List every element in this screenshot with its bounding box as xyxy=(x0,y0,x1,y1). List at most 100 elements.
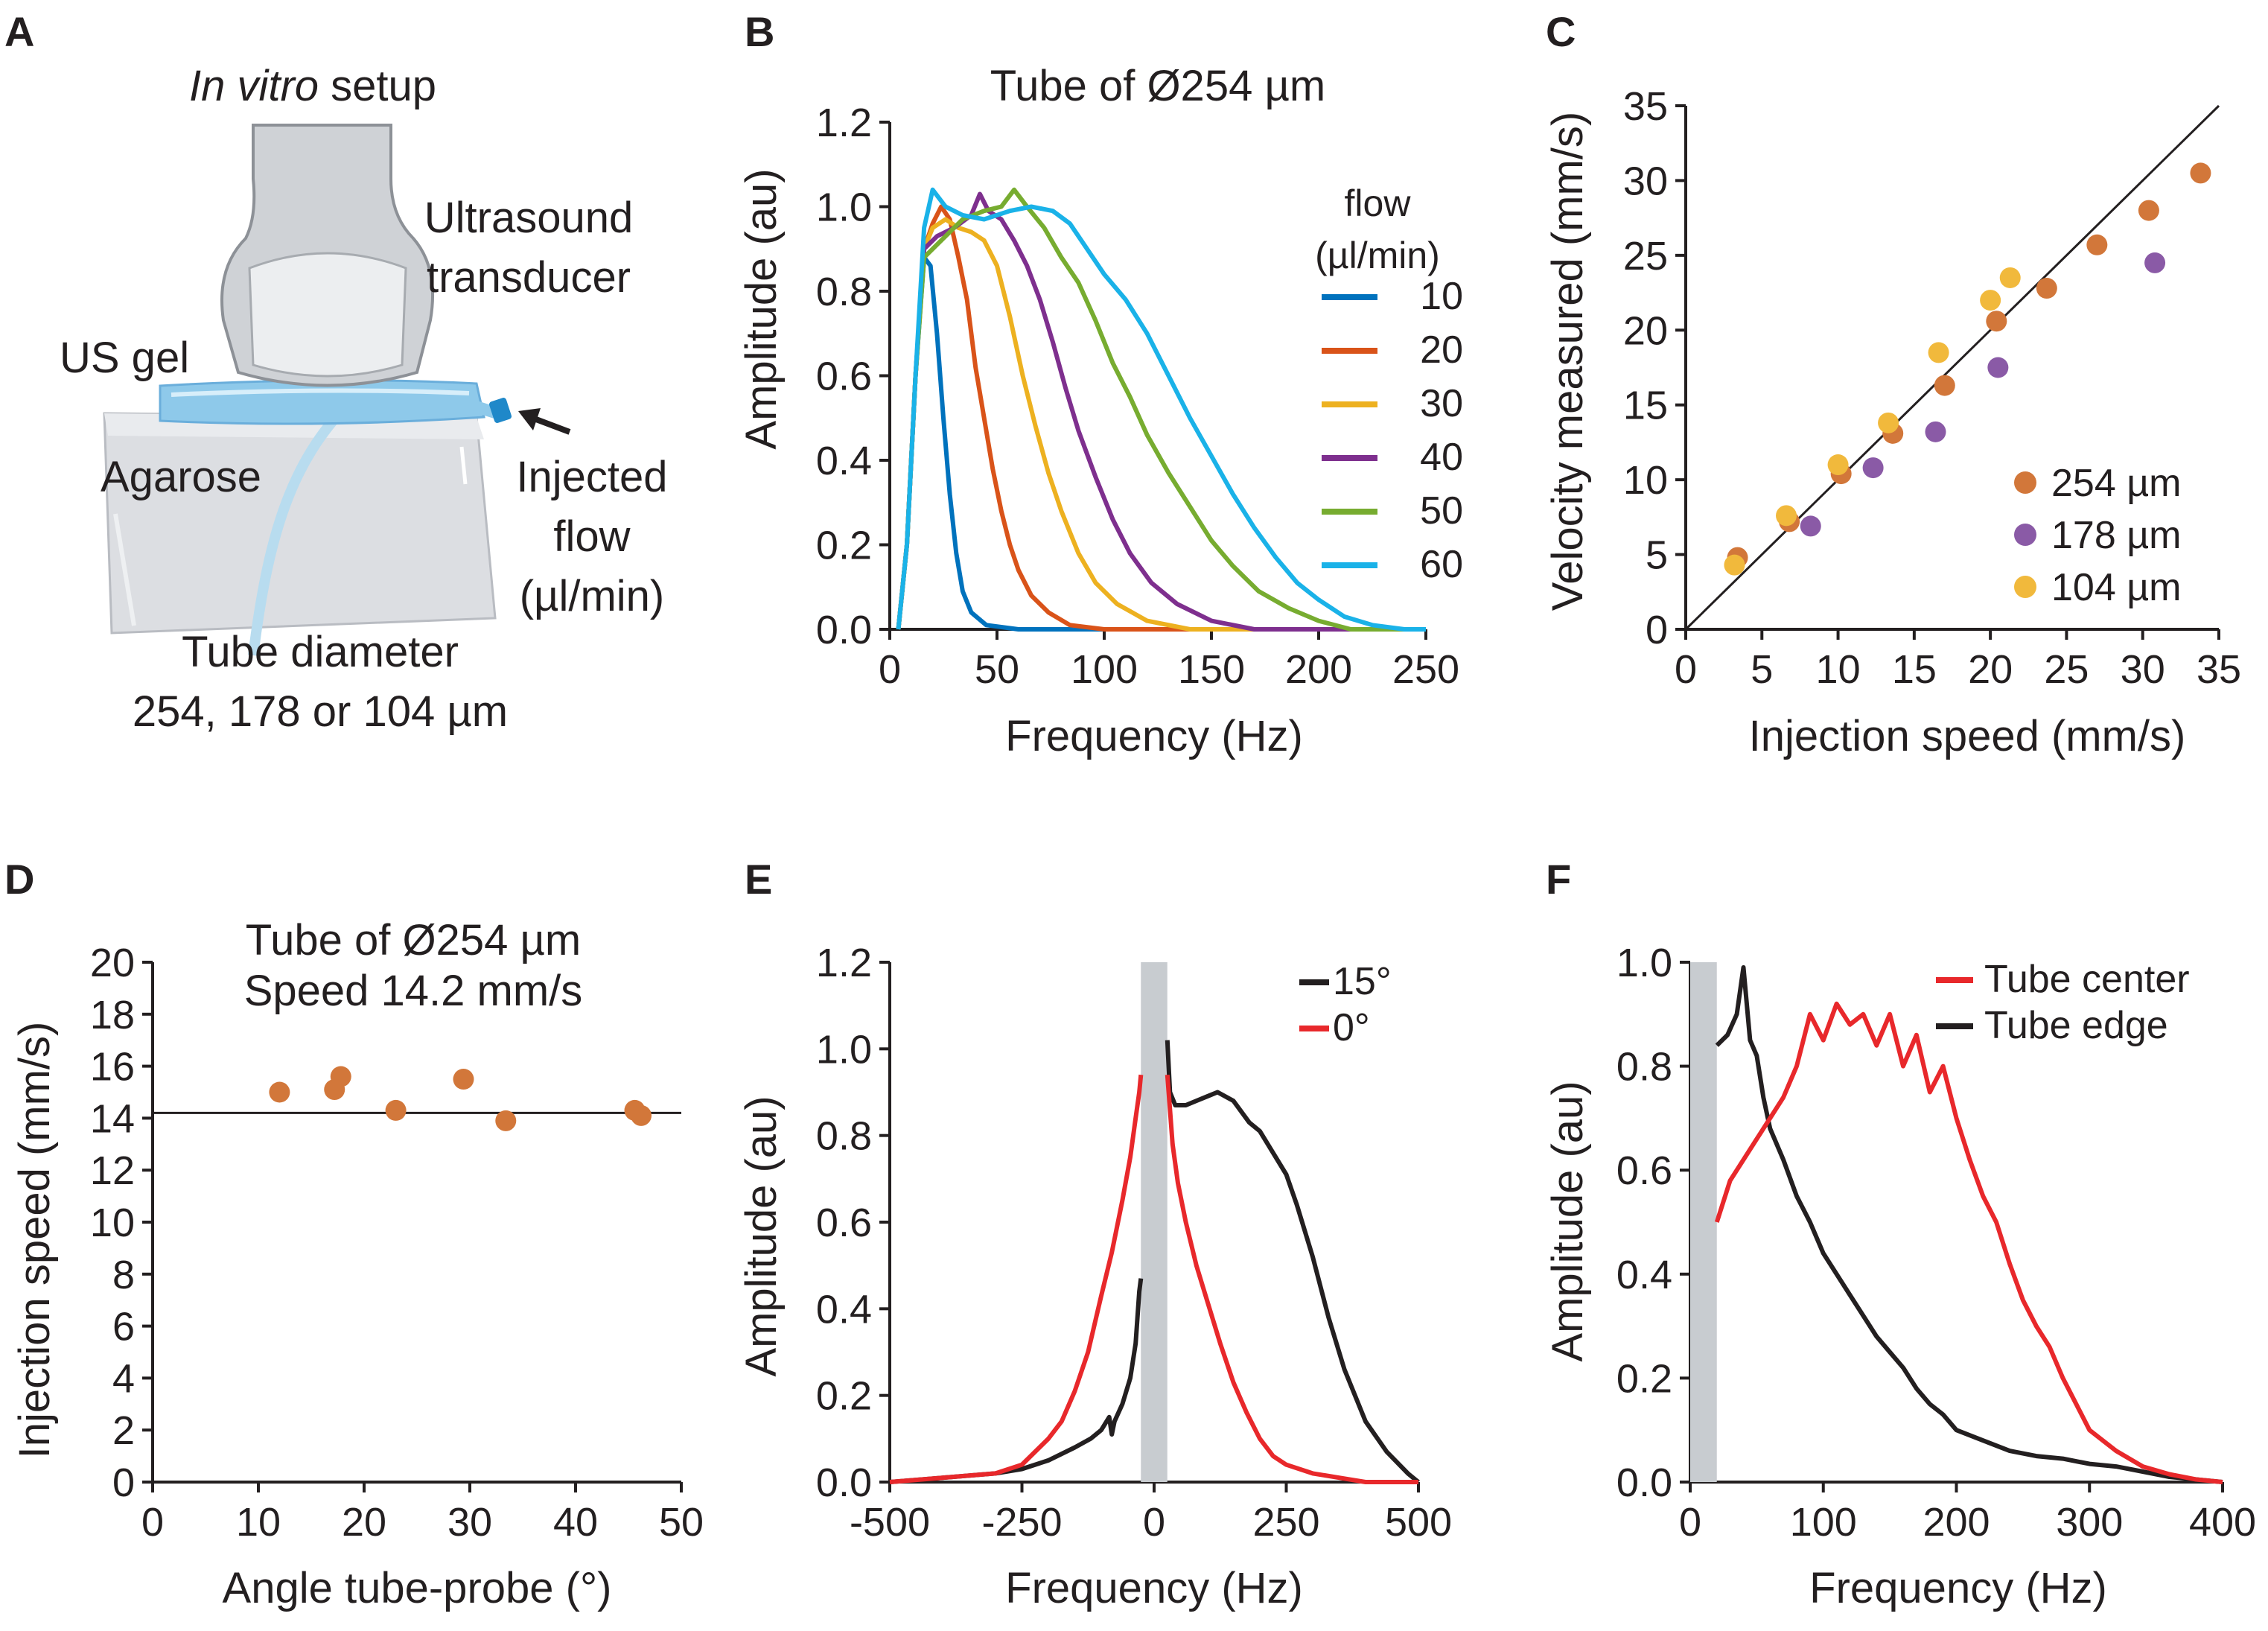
chart-b-x-tick-label: 200 xyxy=(1285,647,1352,692)
chart-f-y-axis-label: Amplitude (au) xyxy=(1544,1081,1592,1361)
chart-e-y-tick-label: 0.8 xyxy=(816,1114,872,1159)
chart-c-x-tick-label: 10 xyxy=(1816,647,1861,692)
chart-c-point xyxy=(1928,342,1949,363)
chart-b-plot-area: 0 50 100 150 200 250 0.0 0.2 0.4 0.6 0.8 1.0 1.2 10 20… xyxy=(816,101,1463,692)
chart-f-plot-area: 0 100 200 300 400 0.0 0.2 0.4 0.6 0.8 1.0 Tube cent… xyxy=(1616,941,2256,1545)
chart-d-x-tick-label: 40 xyxy=(553,1500,598,1545)
chart-c-point xyxy=(1980,290,2001,311)
chart-f: 0 100 200 300 400 0.0 0.2 0.4 0.6 0.8 1.0 Tube cent… xyxy=(1544,941,2256,1612)
chart-d-y-tick-label: 14 xyxy=(90,1096,135,1141)
chart-d-x-tick-label: 10 xyxy=(236,1500,281,1545)
flow-label-line2: flow xyxy=(553,512,631,561)
chart-b-title: Tube of Ø254 µm xyxy=(990,62,1325,110)
chart-c-legend-swatch xyxy=(2014,576,2036,598)
chart-c-y-tick-label: 30 xyxy=(1623,159,1668,203)
setup-title-italic: In vitro xyxy=(189,62,319,110)
chart-c-y-tick-label: 5 xyxy=(1646,533,1668,578)
chart-e-plot-area: -500 -250 0 250 500 0.0 0.2 0.4 0.6 0.8 1.0 1.2 15°0… xyxy=(816,941,1452,1545)
chart-b-legend-title-line1: flow xyxy=(1345,182,1412,224)
chart-d-x-tick-label: 0 xyxy=(141,1500,164,1545)
chart-c: 0 5 10 15 20 25 30 35 0 5 10 15 20 25 30 35 254 µm 178 µm… xyxy=(1544,84,2241,760)
chart-b-x-tick-label: 100 xyxy=(1071,647,1138,692)
chart-e-y-tick-label: 0.2 xyxy=(816,1374,872,1419)
chart-e-x-axis-label: Frequency (Hz) xyxy=(1005,1564,1303,1612)
chart-f-masked-band xyxy=(1690,962,1717,1482)
chart-f-y-tick-label: 0.0 xyxy=(1616,1460,1672,1505)
gel-label: US gel xyxy=(60,334,189,382)
chart-e: -500 -250 0 250 500 0.0 0.2 0.4 0.6 0.8 1.0 1.2 15°0… xyxy=(737,941,1452,1612)
chart-e-x-tick-label: 500 xyxy=(1385,1500,1452,1545)
chart-c-y-tick-label: 25 xyxy=(1623,234,1668,279)
chart-f-x-tick-label: 0 xyxy=(1679,1500,1701,1545)
chart-f-x-tick-label: 200 xyxy=(1923,1500,1990,1545)
agarose-block xyxy=(103,412,497,635)
chart-d-point xyxy=(631,1104,652,1126)
chart-d-y-tick-label: 2 xyxy=(112,1408,135,1453)
chart-e-y-tick-label: 0.0 xyxy=(816,1460,872,1505)
flow-arrow-icon xyxy=(518,408,571,435)
chart-c-y-tick-label: 10 xyxy=(1623,458,1668,503)
chart-f-x-tick-label: 400 xyxy=(2189,1500,2256,1545)
chart-d: 0 10 20 30 40 50 0 2 4 6 8 10 12 14 16 18 20 Tube of Ø25… xyxy=(10,916,704,1612)
chart-d-point xyxy=(495,1110,517,1131)
panel-label-d: D xyxy=(4,856,34,903)
chart-d-x-tick-label: 30 xyxy=(447,1500,492,1545)
chart-d-point xyxy=(269,1081,290,1103)
chart-e-x-tick-label: 250 xyxy=(1252,1500,1319,1545)
chart-d-y-tick-label: 20 xyxy=(90,941,135,985)
flow-label-line1: Injected xyxy=(516,453,667,501)
chart-f-x-tick-label: 300 xyxy=(2056,1500,2123,1545)
chart-c-x-tick-label: 25 xyxy=(2044,647,2089,692)
chart-b: 0 50 100 150 200 250 0.0 0.2 0.4 0.6 0.8 1.0 1.2 10 20… xyxy=(737,62,1463,760)
chart-c-point xyxy=(1827,454,1849,476)
chart-d-y-tick-label: 6 xyxy=(112,1305,135,1349)
panel-label-f: F xyxy=(1546,856,1571,903)
chart-e-y-tick-label: 0.6 xyxy=(816,1201,872,1245)
chart-c-x-tick-label: 30 xyxy=(2121,647,2165,692)
chart-b-y-tick-label: 0.8 xyxy=(816,270,872,314)
chart-e-x-tick-label: -250 xyxy=(981,1500,1062,1545)
chart-c-x-tick-label: 20 xyxy=(1968,647,2013,692)
chart-b-y-tick-label: 0.4 xyxy=(816,439,872,483)
chart-d-y-axis-label: Injection speed (mm/s) xyxy=(10,1022,59,1459)
chart-d-x-tick-label: 50 xyxy=(659,1500,704,1545)
chart-b-x-axis-label: Frequency (Hz) xyxy=(1005,712,1303,760)
chart-b-legend-label: 20 xyxy=(1420,328,1463,372)
chart-f-x-tick-label: 100 xyxy=(1790,1500,1857,1545)
chart-d-title-line1: Tube of Ø254 µm xyxy=(246,916,581,964)
chart-e-legend-label: 15° xyxy=(1333,960,1392,1003)
chart-c-y-tick-label: 0 xyxy=(1646,608,1668,652)
chart-c-legend-swatch xyxy=(2014,471,2036,494)
chart-c-point xyxy=(2190,162,2211,184)
chart-f-legend-label: Tube center xyxy=(1984,958,2190,1001)
chart-b-legend-label: 50 xyxy=(1420,489,1463,532)
chart-e-series-line-15deg xyxy=(1165,1040,1420,1484)
chart-c-point xyxy=(1878,412,1899,433)
setup-title: In vitro setup xyxy=(189,62,436,110)
panel-label-a: A xyxy=(4,8,34,55)
chart-b-y-axis-label: Amplitude (au) xyxy=(737,168,786,449)
chart-c-point xyxy=(2138,200,2159,221)
chart-b-series-line-flow-10 xyxy=(896,255,1426,632)
chart-c-point xyxy=(2036,278,2057,299)
chart-d-point xyxy=(385,1099,407,1121)
agarose-label: Agarose xyxy=(101,453,261,501)
panel-label-b: B xyxy=(745,8,774,55)
chart-d-point xyxy=(453,1069,474,1090)
chart-d-y-tick-label: 16 xyxy=(90,1045,135,1090)
chart-b-legend-label: 30 xyxy=(1420,382,1463,425)
chart-c-legend-label: 254 µm xyxy=(2051,462,2181,505)
chart-f-y-tick-label: 0.6 xyxy=(1616,1148,1672,1193)
chart-b-legend-label: 60 xyxy=(1420,543,1463,586)
chart-c-point xyxy=(1986,311,2007,332)
panel-label-c: C xyxy=(1546,8,1576,55)
chart-c-x-tick-label: 5 xyxy=(1751,647,1773,692)
transducer-icon xyxy=(220,124,435,387)
chart-b-series-line-flow-40 xyxy=(896,191,1426,632)
chart-c-point xyxy=(1724,554,1745,576)
chart-d-y-tick-label: 10 xyxy=(90,1201,135,1245)
chart-c-y-tick-label: 35 xyxy=(1623,84,1668,129)
tube-label-line2: 254, 178 or 104 µm xyxy=(133,687,508,736)
chart-c-legend-label: 178 µm xyxy=(2051,514,2181,557)
